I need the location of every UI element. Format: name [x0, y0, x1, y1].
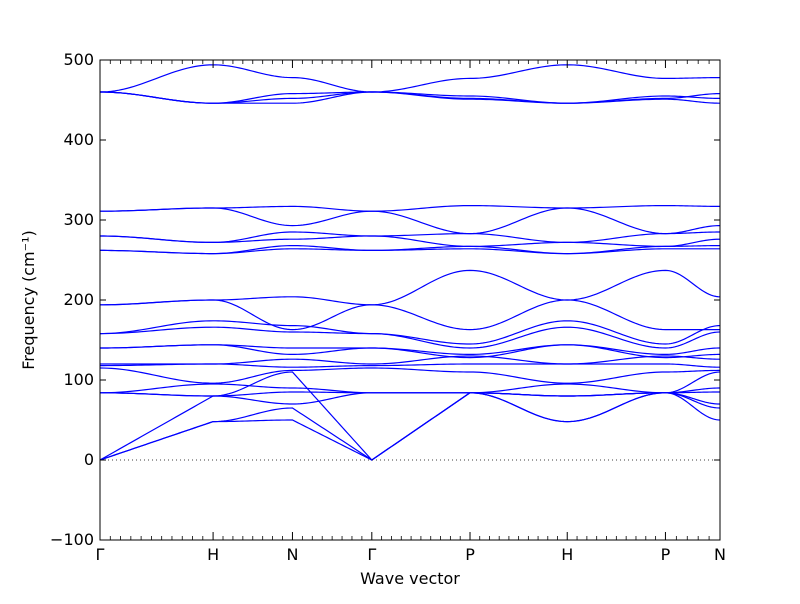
- y-tick-label: −100: [50, 530, 94, 549]
- phonon-branch-4: [100, 64, 720, 93]
- y-tick-label: 100: [63, 370, 94, 389]
- series-layer: [100, 64, 720, 461]
- y-axis-ticks: −100 0 100 200 300 400 500: [50, 50, 720, 549]
- phonon-branch-20: [100, 383, 720, 394]
- phonon-branch-14: [100, 326, 720, 349]
- x-tick-label: P: [465, 545, 475, 564]
- x-tick-label: H: [561, 545, 573, 564]
- y-tick-label: 0: [84, 450, 94, 469]
- phonon-branch-12: [100, 299, 720, 331]
- y-tick-label: 200: [63, 290, 94, 309]
- phonon-branch-10: [100, 248, 720, 255]
- phonon-branch-3: [100, 91, 720, 104]
- x-tick-label: P: [661, 545, 671, 564]
- phonon-branch-6: [100, 207, 720, 235]
- y-tick-label: 400: [63, 130, 94, 149]
- x-tick-label: H: [207, 545, 219, 564]
- y-axis-label: Frequency (cm⁻¹): [19, 230, 38, 369]
- phonon-branch-13: [100, 320, 720, 345]
- phonon-branch-7: [100, 231, 720, 244]
- phonon-branch-19: [100, 367, 720, 384]
- x-tick-label: Γ: [96, 545, 105, 564]
- x-axis-label: Wave vector: [360, 569, 460, 588]
- y-tick-label: 300: [63, 210, 94, 229]
- phonon-branch-11: [100, 269, 720, 306]
- y-tick-label: 500: [63, 50, 94, 69]
- x-tick-label: Γ: [367, 545, 376, 564]
- phonon-branch-8: [100, 235, 720, 248]
- x-tick-label: N: [714, 545, 726, 564]
- x-tick-label: N: [286, 545, 298, 564]
- phonon-branch-17: [100, 355, 720, 365]
- phonon-branch-5: [100, 204, 720, 212]
- phonon-branch-25: [100, 392, 720, 461]
- phonon-branch-18: [100, 363, 720, 368]
